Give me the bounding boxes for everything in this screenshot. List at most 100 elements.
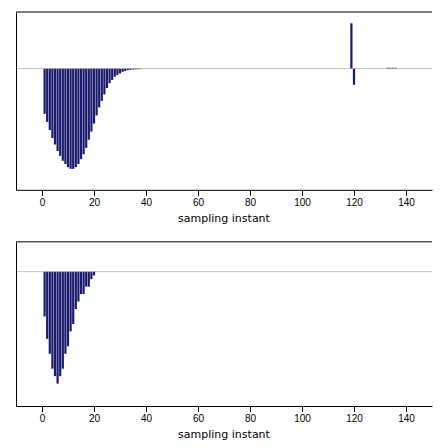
x-tick-mark bbox=[406, 190, 407, 196]
y-axis-line bbox=[16, 13, 17, 191]
chart: 0 20 40 60 80 100 120 140 sampling instant 0 20 40 6… bbox=[0, 0, 448, 448]
bar bbox=[46, 272, 48, 339]
bar bbox=[106, 69, 108, 88]
x-tick-mark bbox=[354, 190, 355, 196]
frame-top bbox=[16, 12, 432, 13]
bar bbox=[64, 69, 66, 164]
zero-line bbox=[16, 271, 432, 272]
bar bbox=[69, 69, 71, 169]
x-axis-line bbox=[17, 190, 433, 191]
x-tick: 40 bbox=[141, 406, 153, 424]
bar bbox=[95, 69, 97, 116]
x-axis-line bbox=[17, 406, 433, 407]
x-tick-mark bbox=[250, 190, 251, 196]
y-axis-line bbox=[16, 242, 17, 406]
x-tick-mark bbox=[198, 190, 199, 196]
x-axis: 0 20 40 60 80 100 120 140 bbox=[17, 190, 433, 208]
bar bbox=[103, 69, 105, 95]
x-tick-label: 40 bbox=[141, 197, 153, 208]
x-tick: 100 bbox=[294, 190, 311, 208]
x-tick-mark bbox=[94, 190, 95, 196]
frame-top bbox=[16, 241, 432, 242]
bar bbox=[119, 69, 121, 74]
x-tick-label: 20 bbox=[89, 413, 101, 424]
bar bbox=[101, 69, 103, 101]
bar bbox=[88, 272, 90, 287]
x-tick: 20 bbox=[89, 190, 101, 208]
bar bbox=[49, 69, 51, 130]
bar bbox=[62, 69, 64, 161]
bar bbox=[62, 272, 64, 369]
bar bbox=[54, 69, 56, 145]
bar bbox=[75, 69, 77, 168]
bar bbox=[90, 69, 92, 132]
bar bbox=[75, 272, 77, 309]
x-tick: 140 bbox=[398, 190, 415, 208]
bar bbox=[69, 272, 71, 332]
bar bbox=[72, 272, 74, 324]
x-axis-title: sampling instant bbox=[178, 428, 271, 441]
bar bbox=[90, 272, 92, 279]
bar bbox=[43, 272, 45, 317]
x-tick-mark bbox=[250, 406, 251, 412]
x-tick: 20 bbox=[89, 406, 101, 424]
zero-line bbox=[16, 68, 432, 69]
x-axis: 020406080100120140 bbox=[17, 406, 433, 424]
bar bbox=[51, 69, 53, 139]
bar bbox=[67, 272, 69, 347]
x-tick: 80 bbox=[245, 406, 257, 424]
x-tick-label: 100 bbox=[294, 413, 311, 424]
panel: 020406080100120140sampling instant bbox=[16, 242, 433, 441]
x-tick: 120 bbox=[346, 406, 363, 424]
bar bbox=[98, 69, 100, 108]
bar bbox=[82, 69, 84, 155]
bar bbox=[108, 69, 110, 84]
bar bbox=[77, 272, 79, 302]
x-tick-mark bbox=[146, 190, 147, 196]
x-tick-label: 20 bbox=[89, 197, 101, 208]
bar bbox=[64, 272, 66, 354]
bars bbox=[16, 272, 432, 384]
x-tick-mark bbox=[302, 190, 303, 196]
bar bbox=[93, 69, 95, 124]
x-tick-mark bbox=[354, 406, 355, 412]
x-tick-label: 120 bbox=[346, 197, 363, 208]
bar bbox=[116, 69, 118, 75]
x-tick: 0 bbox=[40, 190, 46, 208]
bar bbox=[59, 69, 61, 156]
x-tick-label: 0 bbox=[40, 413, 46, 424]
bar bbox=[88, 69, 90, 140]
x-tick-label: 120 bbox=[346, 413, 363, 424]
x-tick: 60 bbox=[193, 190, 205, 208]
x-tick-label: 140 bbox=[398, 197, 415, 208]
x-tick: 60 bbox=[193, 406, 205, 424]
x-tick-mark bbox=[42, 190, 43, 196]
bar bbox=[80, 272, 82, 294]
x-tick-label: 100 bbox=[294, 197, 311, 208]
x-tick-label: 80 bbox=[245, 197, 257, 208]
bar bbox=[114, 69, 116, 77]
bar bbox=[49, 272, 51, 354]
x-tick-mark bbox=[406, 406, 407, 412]
bar bbox=[82, 272, 84, 294]
x-tick-label: 80 bbox=[245, 413, 257, 424]
bar bbox=[124, 69, 126, 71]
bars bbox=[16, 23, 432, 169]
x-tick-label: 40 bbox=[141, 413, 153, 424]
x-tick-label: 60 bbox=[193, 413, 205, 424]
bar bbox=[80, 69, 82, 160]
bar bbox=[51, 272, 53, 369]
bar bbox=[59, 272, 61, 376]
x-tick-mark bbox=[42, 406, 43, 412]
bar bbox=[121, 69, 123, 72]
bar bbox=[77, 69, 79, 164]
bar bbox=[46, 69, 48, 122]
bar bbox=[54, 272, 56, 376]
x-tick-mark bbox=[302, 406, 303, 412]
bar bbox=[93, 272, 95, 276]
x-tick-label: 0 bbox=[40, 197, 46, 208]
bar bbox=[67, 69, 69, 168]
bar bbox=[85, 69, 87, 148]
x-tick: 0 bbox=[40, 406, 46, 424]
bar bbox=[56, 69, 58, 151]
